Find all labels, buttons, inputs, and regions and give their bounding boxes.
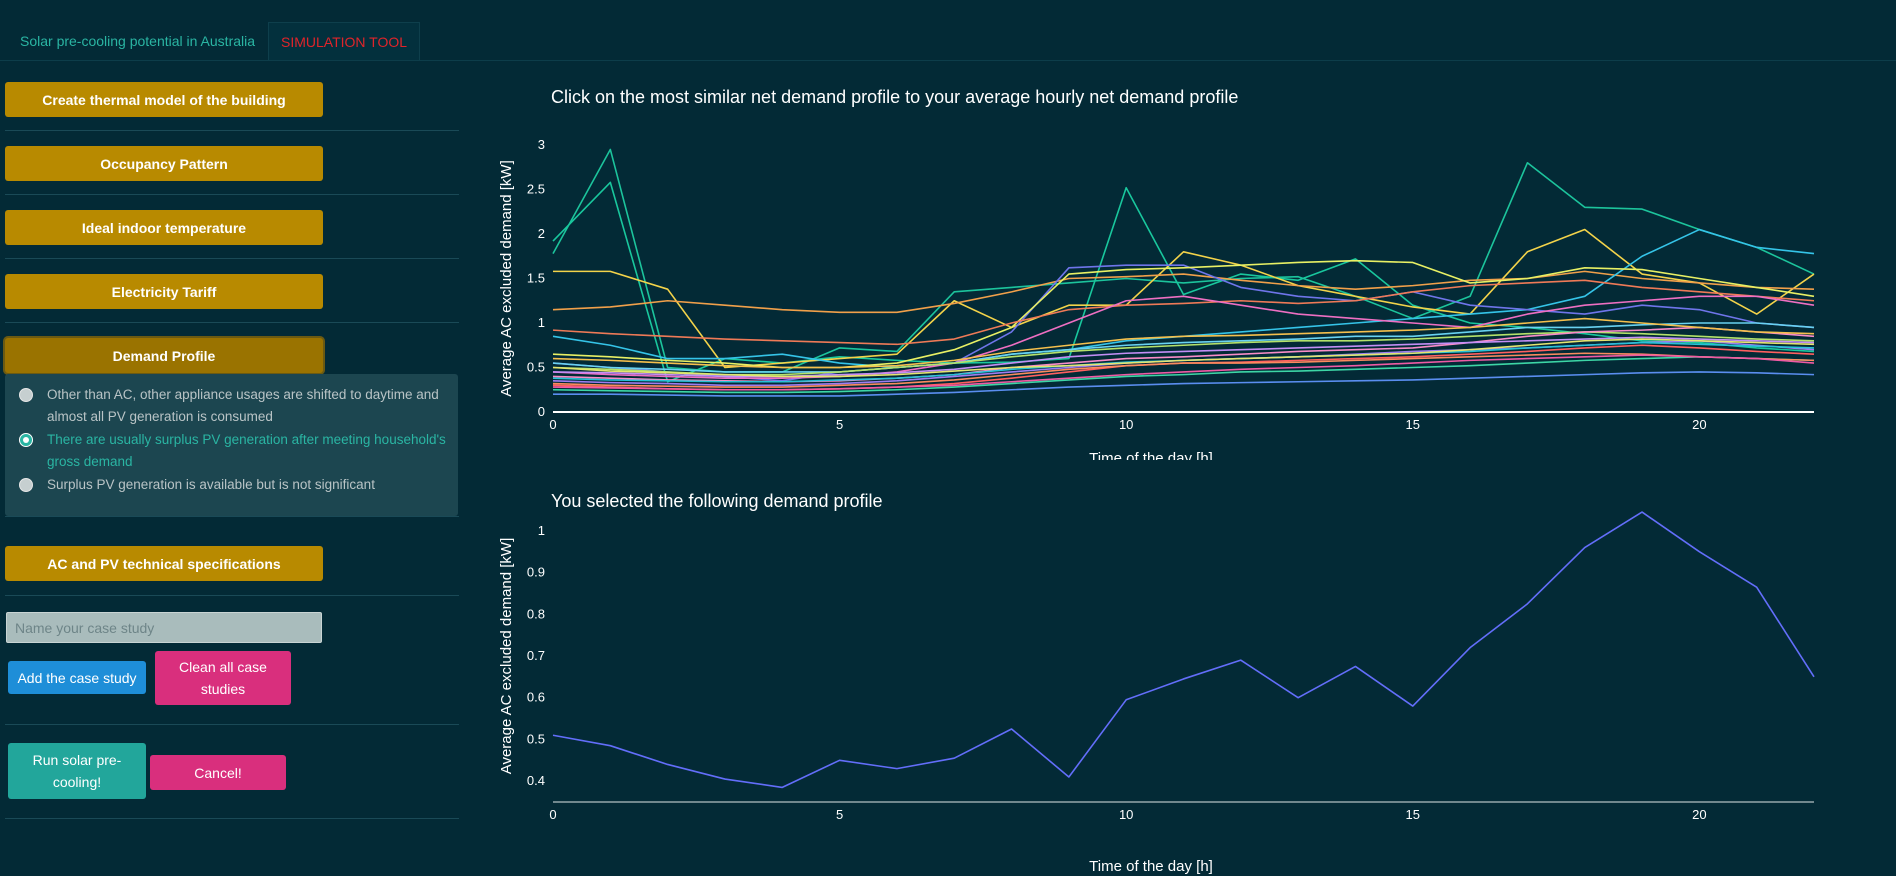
- radio-button-icon[interactable]: [19, 478, 33, 492]
- clean-case-studies-button[interactable]: Clean all case studies: [155, 651, 291, 705]
- y-tick-label: 0: [538, 404, 545, 419]
- demand-series-line-6[interactable]: [552, 264, 1815, 382]
- x-axis-label: Time of the day [h]: [1089, 858, 1213, 875]
- tab-bar: Solar pre-cooling potential in Australia…: [0, 0, 1896, 61]
- tab-simulation-tool[interactable]: SIMULATION TOOL: [268, 22, 421, 60]
- demand-series-line-2[interactable]: [552, 181, 1815, 383]
- main-panel: Click on the most similar net demand pro…: [460, 60, 1896, 876]
- y-tick-label: 0.8: [527, 606, 545, 621]
- demand-series-line-11[interactable]: [552, 331, 1815, 376]
- y-tick-label: 0.5: [527, 360, 545, 375]
- chart-title: Click on the most similar net demand pro…: [551, 87, 1238, 107]
- x-tick-label: 5: [836, 807, 843, 822]
- y-tick-label: 1.5: [527, 271, 545, 286]
- radio-option-label: Other than AC, other appliance usages ar…: [47, 387, 439, 424]
- y-tick-label: 0.5: [527, 731, 545, 746]
- radio-option-label: Surplus PV generation is available but i…: [47, 477, 375, 492]
- demand-series-line-8[interactable]: [552, 279, 1815, 346]
- electricity-tariff-button[interactable]: Electricity Tariff: [5, 274, 323, 309]
- net-demand-profiles-chart[interactable]: Click on the most similar net demand pro…: [460, 60, 1896, 460]
- demand-profile-button[interactable]: Demand Profile: [5, 338, 323, 373]
- y-axis-label: Average AC excluded demand [kW]: [498, 160, 515, 397]
- x-tick-label: 0: [549, 807, 556, 822]
- x-tick-label: 10: [1119, 417, 1133, 432]
- y-tick-label: 2: [538, 226, 545, 241]
- demand-series-line-1: [552, 511, 1815, 789]
- case-study-name-input[interactable]: [6, 612, 322, 643]
- divider: [5, 724, 459, 725]
- divider: [5, 322, 459, 323]
- demand-series-line-22[interactable]: [552, 354, 1815, 391]
- chart-title: You selected the following demand profil…: [551, 491, 883, 511]
- x-tick-label: 15: [1406, 417, 1420, 432]
- demand-series-line-10[interactable]: [552, 322, 1815, 373]
- demand-series-line-17[interactable]: [553, 371, 1815, 397]
- ideal-indoor-temperature-button[interactable]: Ideal indoor temperature: [5, 210, 323, 245]
- demand-series-line-7[interactable]: [552, 259, 1815, 369]
- demand-series-line-15[interactable]: [552, 356, 1815, 394]
- demand-series-line-16[interactable]: [552, 317, 1815, 369]
- sidebar: Create thermal model of the building Occ…: [0, 60, 460, 876]
- x-axis-label: Time of the day [h]: [1089, 450, 1213, 460]
- demand-series-line-3[interactable]: [553, 228, 1815, 369]
- demand-profile-options: Other than AC, other appliance usages ar…: [5, 374, 458, 516]
- y-tick-label: 3: [538, 137, 545, 152]
- ac-pv-specifications-button[interactable]: AC and PV technical specifications: [5, 546, 323, 581]
- add-case-study-button[interactable]: Add the case study: [8, 661, 146, 694]
- radio-button-icon[interactable]: [19, 388, 33, 402]
- y-axis-label: Average AC excluded demand [kW]: [498, 538, 515, 775]
- demand-series-line-18[interactable]: [552, 352, 1815, 388]
- radio-button-selected-icon[interactable]: [19, 433, 33, 447]
- x-tick-label: 20: [1692, 417, 1706, 432]
- run-solar-precooling-button[interactable]: Run solar pre-cooling!: [8, 743, 146, 799]
- x-tick-label: 10: [1119, 807, 1133, 822]
- x-tick-label: 0: [549, 417, 556, 432]
- y-tick-label: 0.6: [527, 690, 545, 705]
- demand-series-line-9[interactable]: [552, 295, 1815, 379]
- demand-series-line-4[interactable]: [552, 270, 1815, 314]
- divider: [5, 516, 459, 517]
- divider: [5, 194, 459, 195]
- create-thermal-model-button[interactable]: Create thermal model of the building: [5, 82, 323, 117]
- divider: [5, 130, 459, 131]
- y-tick-label: 2.5: [527, 182, 545, 197]
- radio-option-label: There are usually surplus PV generation …: [47, 432, 446, 469]
- y-tick-label: 1: [538, 523, 545, 538]
- tab-solar-precooling-potential[interactable]: Solar pre-cooling potential in Australia: [20, 33, 256, 49]
- selected-demand-profile-chart: You selected the following demand profil…: [498, 491, 1815, 875]
- divider: [5, 258, 459, 259]
- cancel-button[interactable]: Cancel!: [150, 755, 286, 790]
- y-tick-label: 0.7: [527, 648, 545, 663]
- divider: [5, 818, 459, 819]
- x-tick-label: 5: [836, 417, 843, 432]
- y-tick-label: 0.4: [527, 773, 545, 788]
- x-tick-label: 20: [1692, 807, 1706, 822]
- demand-series-line-21[interactable]: [552, 338, 1815, 378]
- occupancy-pattern-button[interactable]: Occupancy Pattern: [5, 146, 323, 181]
- divider: [5, 595, 459, 596]
- y-tick-label: 1: [538, 315, 545, 330]
- x-tick-label: 15: [1406, 807, 1420, 822]
- y-tick-label: 0.9: [527, 565, 545, 580]
